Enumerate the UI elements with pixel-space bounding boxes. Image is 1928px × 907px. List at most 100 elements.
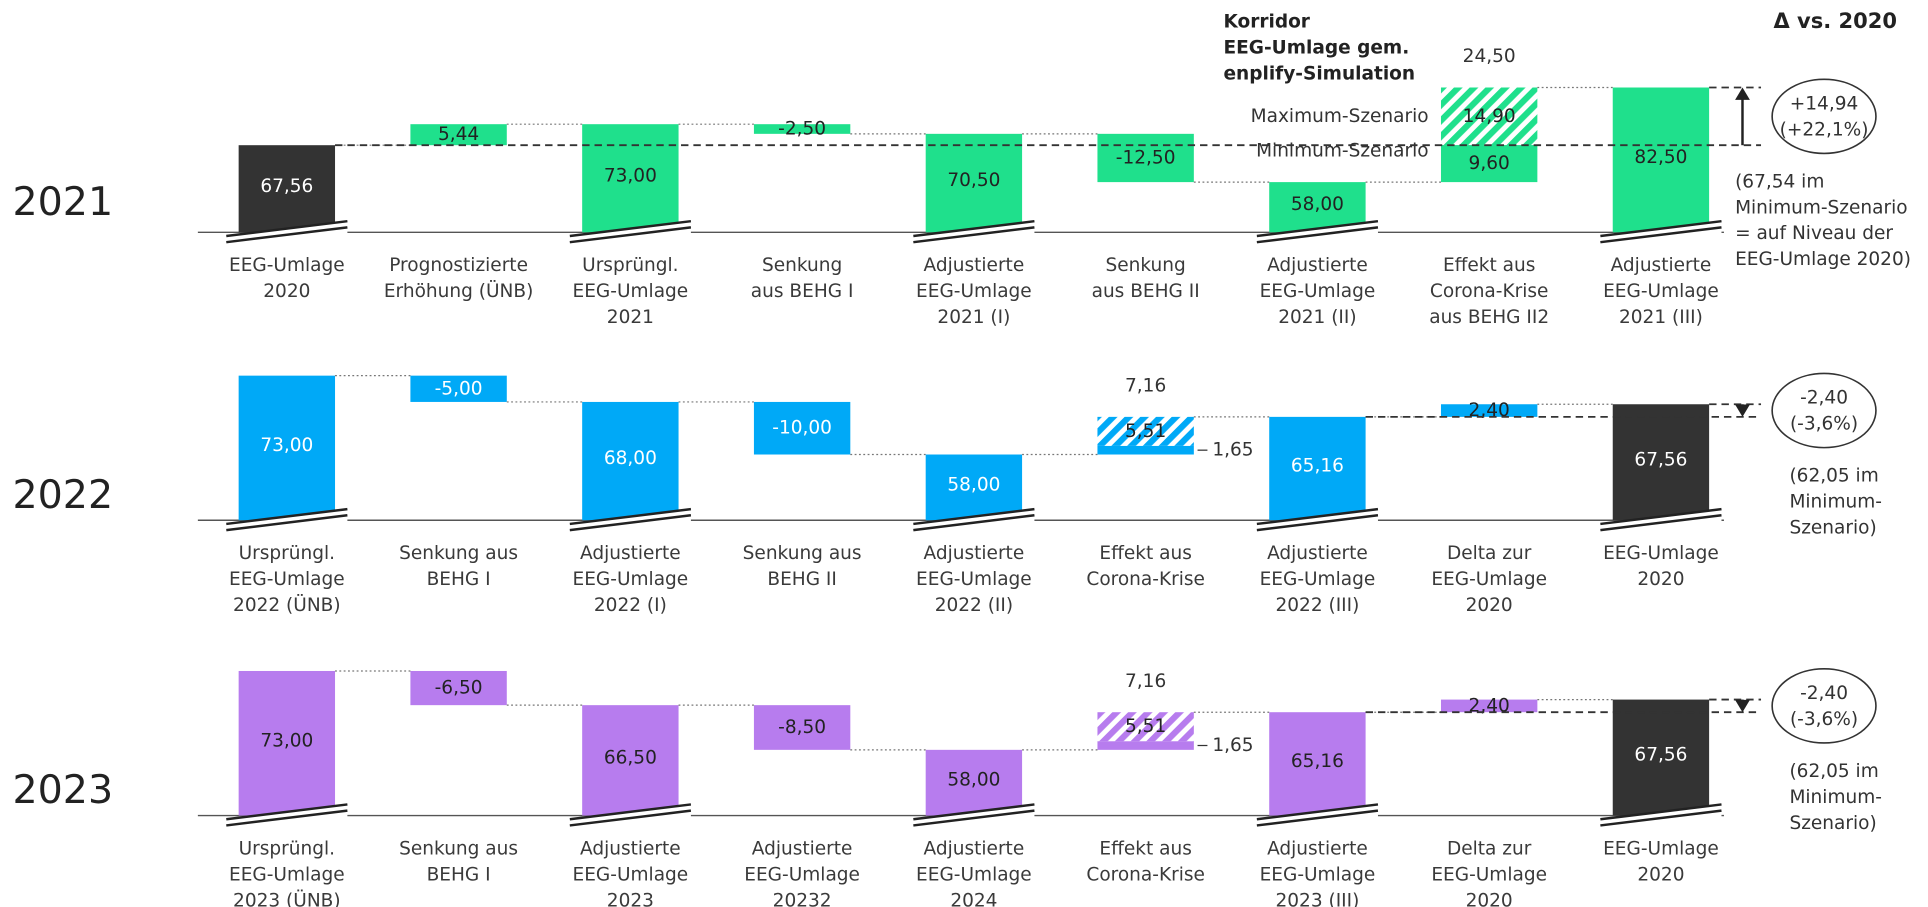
category-label: BEHG II xyxy=(767,569,836,590)
category-label: BEHG I xyxy=(427,864,491,885)
value-label: 58,00 xyxy=(947,770,1000,791)
side-note: (62,05 im xyxy=(1789,466,1878,487)
category-label: Erhöhung (ÜNB) xyxy=(384,279,533,302)
corridor-title: enplify-Simulation xyxy=(1223,64,1415,85)
value-label: 2,40 xyxy=(1469,695,1510,716)
category-label: 2021 (III) xyxy=(1619,307,1703,328)
delta-bar xyxy=(410,124,507,146)
category-label: 2020 xyxy=(1466,890,1513,907)
delta-bar xyxy=(410,670,507,706)
category-label: 2021 (II) xyxy=(1278,307,1356,328)
axis-break xyxy=(1256,219,1379,238)
corridor-value-label: 5,51 xyxy=(1125,421,1166,442)
total-bar xyxy=(582,705,679,816)
category-label: aus BEHG II xyxy=(1092,281,1200,302)
axis-break xyxy=(913,803,1035,821)
side-note: Szenario) xyxy=(1789,517,1876,538)
axis-break xyxy=(226,219,348,238)
axis-break xyxy=(569,809,692,827)
delta-bar xyxy=(753,401,851,455)
category-label: EEG-Umlage xyxy=(1260,569,1376,590)
value-label: -10,00 xyxy=(772,418,832,439)
category-label: EEG-Umlage xyxy=(1603,281,1719,302)
axis-break xyxy=(1600,514,1722,532)
axis-break xyxy=(1600,507,1722,526)
total-bar xyxy=(925,133,1023,233)
category-label: EEG-Umlage xyxy=(573,864,689,885)
delta-circle xyxy=(1771,668,1877,744)
side-note: = auf Niveau der xyxy=(1735,223,1893,244)
total-bar xyxy=(1269,416,1366,521)
category-label: BEHG I xyxy=(427,569,491,590)
category-label: EEG-Umlage xyxy=(229,864,345,885)
category-label: EEG-Umlage xyxy=(916,281,1032,302)
category-label: Adjustierte xyxy=(924,838,1025,859)
axis-break xyxy=(1600,809,1722,827)
value-label: -8,50 xyxy=(778,717,826,738)
category-label: Corona-Krise xyxy=(1086,864,1205,885)
axis-break xyxy=(913,514,1035,532)
value-label: 66,50 xyxy=(604,747,657,768)
value-label: 73,00 xyxy=(260,730,313,751)
category-label: Corona-Krise xyxy=(1086,569,1205,590)
axis-break xyxy=(1256,507,1379,526)
category-label: Senkung xyxy=(762,255,842,276)
delta-pct: (+22,1%) xyxy=(1780,119,1869,140)
axis-break xyxy=(226,514,348,532)
category-label: 2023 (ÜNB) xyxy=(233,888,341,907)
delta-circle xyxy=(1771,78,1877,155)
delta-pct: (-3,6%) xyxy=(1790,709,1858,730)
axis-break xyxy=(569,803,692,821)
value-label: 2,40 xyxy=(1469,400,1510,421)
corridor-min xyxy=(1097,741,1194,750)
delta-label: -2,40 xyxy=(1800,683,1848,704)
category-label: Adjustierte xyxy=(924,543,1025,564)
category-label: Effekt aus xyxy=(1099,838,1191,859)
category-label: EEG-Umlage xyxy=(1260,864,1376,885)
category-label: Adjustierte xyxy=(1267,543,1368,564)
corridor-min xyxy=(1097,445,1194,455)
total-bar xyxy=(1612,87,1710,233)
category-label: EEG-Umlage xyxy=(1431,569,1547,590)
category-label: EEG-Umlage xyxy=(573,569,689,590)
value-label: -5,00 xyxy=(435,378,483,399)
total-bar xyxy=(238,670,336,816)
total-bar xyxy=(925,749,1023,816)
category-label: EEG-Umlage xyxy=(916,569,1032,590)
category-label: Adjustierte xyxy=(580,838,681,859)
delta-arrowhead xyxy=(1735,87,1750,100)
delta-bar xyxy=(1440,404,1538,417)
category-label: Senkung aus xyxy=(743,543,862,564)
value-label: 58,00 xyxy=(947,474,1000,495)
corridor-min-label: Minimum-Szenario xyxy=(1256,141,1429,162)
category-label: Delta zur xyxy=(1447,838,1532,859)
delta-note: Δ vs. 2020 xyxy=(1773,9,1896,33)
corridor-min xyxy=(1440,145,1538,183)
category-label: EEG-Umlage xyxy=(1603,543,1719,564)
delta-label: -2,40 xyxy=(1800,388,1848,409)
value-label: 70,50 xyxy=(947,170,1000,191)
corridor-sum-label: 24,50 xyxy=(1463,46,1516,67)
category-label: 2024 xyxy=(950,890,997,907)
corridor-value-label: 5,51 xyxy=(1125,716,1166,737)
category-label: 20232 xyxy=(773,890,832,907)
value-label: 68,00 xyxy=(604,448,657,469)
total-bar xyxy=(925,454,1023,521)
value-label: -6,50 xyxy=(435,678,483,699)
delta-bar xyxy=(1097,133,1194,183)
axis-break xyxy=(913,226,1035,244)
value-label: 67,56 xyxy=(260,176,313,197)
category-label: Adjustierte xyxy=(752,838,853,859)
category-label: Ursprüngl. xyxy=(239,838,335,859)
corridor-max xyxy=(1440,87,1538,146)
category-label: Senkung xyxy=(1106,255,1186,276)
category-label: 2020 xyxy=(1466,595,1513,616)
category-label: 2021 xyxy=(607,307,654,328)
category-label: aus BEHG II2 xyxy=(1429,307,1549,328)
category-label: EEG-Umlage xyxy=(1603,838,1719,859)
category-label: EEG-Umlage xyxy=(1431,864,1547,885)
axis-break xyxy=(569,507,692,526)
category-label: aus BEHG I xyxy=(751,281,854,302)
corridor-value-label: 1,65 xyxy=(1212,735,1253,756)
